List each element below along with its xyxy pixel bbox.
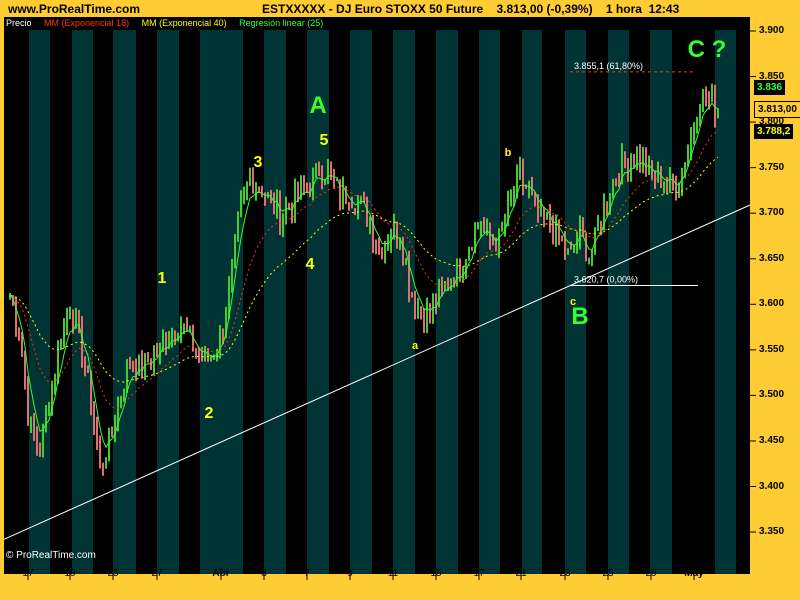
wave-label: B <box>571 303 588 330</box>
day-stripe <box>307 30 329 574</box>
y-tick-label: 3.750 <box>759 161 785 173</box>
copyright: © ProRealTime.com <box>6 550 96 561</box>
x-tick-label: 3 <box>261 568 267 579</box>
wave-label: 3 <box>254 154 263 171</box>
x-tick-label: 21 <box>515 568 527 579</box>
wave-label: c <box>570 296 576 308</box>
x-tick-label: 17 <box>473 568 485 579</box>
y-tick-label: 3.450 <box>759 434 785 446</box>
chart-title: ESTXXXXX - DJ Euro STOXX 50 Future 3.813… <box>262 2 680 16</box>
y-tick-label: 3.400 <box>759 480 785 492</box>
y-tick-label: 3.850 <box>759 70 785 82</box>
x-tick-label: 11 <box>387 568 399 579</box>
day-stripe <box>479 30 500 574</box>
day-stripe <box>608 30 629 574</box>
fibonacci-label: 3.620,7 (0,00%) <box>574 274 638 284</box>
regression-line <box>9 102 719 449</box>
y-tick-label: 3.600 <box>759 298 785 310</box>
day-stripe <box>715 30 736 574</box>
legend-regression: Regresión linear (25) <box>239 18 324 28</box>
legend: Precio MM (Exponencial 18) MM (Exponenci… <box>6 18 333 28</box>
y-tick-label: 3.900 <box>759 25 785 36</box>
x-tick-label: May <box>684 568 704 579</box>
day-stripe <box>565 30 586 574</box>
day-stripe <box>264 30 286 574</box>
day-stripe <box>522 30 542 574</box>
legend-price: Precio <box>6 18 32 28</box>
day-stripe <box>350 30 372 574</box>
x-tick-label: 15 <box>430 568 442 579</box>
wave-label: a <box>412 340 419 352</box>
x-tick-label: 25 <box>107 568 119 579</box>
x-tick-label: 29 <box>645 568 657 579</box>
x-tick-label: 27 <box>151 568 163 579</box>
x-tick-label: 17 <box>22 568 34 579</box>
x-tick-label: 25 <box>602 568 614 579</box>
regression-price-box: 3.836 <box>754 80 786 95</box>
legend-ema18: MM (Exponencial 18) <box>44 18 130 28</box>
y-tick-label: 3.350 <box>759 526 785 538</box>
y-tick-label: 3.800 <box>759 116 785 128</box>
current-price-box: 3.813,00 <box>754 101 800 118</box>
wave-label: A <box>309 92 326 119</box>
x-tick-label: 23 <box>559 568 571 579</box>
x-tick-label: 7 <box>304 568 310 579</box>
wave-label: 1 <box>158 270 167 287</box>
wave-label: b <box>505 147 512 159</box>
ema40-price-box: 3.788,2 <box>754 124 794 139</box>
wave-label: 4 <box>306 256 315 273</box>
wave-label: 5 <box>320 132 329 149</box>
day-stripe <box>29 30 50 574</box>
wave-label: C ? <box>688 36 727 63</box>
day-stripe <box>650 30 672 574</box>
day-stripe <box>72 30 93 574</box>
site-name: www.ProRealTime.com <box>8 2 141 16</box>
day-stripe <box>393 30 415 574</box>
day-stripe <box>436 30 458 574</box>
y-tick-label: 3.500 <box>759 389 785 401</box>
x-tick-label: Abr <box>212 568 230 579</box>
day-stripe <box>113 30 136 574</box>
wave-label: 2 <box>205 405 214 422</box>
y-tick-label: 3.550 <box>759 343 785 355</box>
fibonacci-label: 3.855,1 (61,80%) <box>574 61 643 71</box>
x-tick-label: 19 <box>64 568 76 579</box>
y-tick-label: 3.650 <box>759 252 785 264</box>
legend-ema40: MM (Exponencial 40) <box>141 18 227 28</box>
day-stripe <box>157 30 179 574</box>
ema40-line <box>9 156 719 383</box>
y-tick-label: 3.700 <box>759 207 785 219</box>
day-stripe <box>200 30 243 574</box>
trendline <box>3 204 751 540</box>
x-tick-label: 9 <box>347 568 353 579</box>
